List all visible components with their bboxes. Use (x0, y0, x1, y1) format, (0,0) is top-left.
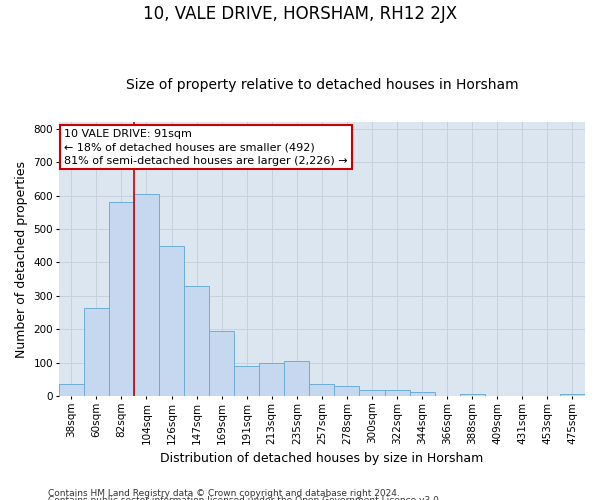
Text: Contains public sector information licensed under the Open Government Licence v3: Contains public sector information licen… (48, 496, 442, 500)
Bar (209, 331, 234, 396)
Bar (234, 366, 259, 396)
Bar (385, 390, 410, 396)
Bar (134, 194, 159, 396)
Bar (159, 246, 184, 396)
Y-axis label: Number of detached properties: Number of detached properties (15, 160, 28, 358)
Bar (184, 286, 209, 396)
Text: 10, VALE DRIVE, HORSHAM, RH12 2JX: 10, VALE DRIVE, HORSHAM, RH12 2JX (143, 5, 457, 23)
X-axis label: Distribution of detached houses by size in Horsham: Distribution of detached houses by size … (160, 452, 484, 465)
Bar (560, 394, 585, 396)
Bar (359, 390, 385, 396)
Bar (310, 384, 334, 396)
Bar (84, 308, 109, 396)
Text: 10 VALE DRIVE: 91sqm
← 18% of detached houses are smaller (492)
81% of semi-deta: 10 VALE DRIVE: 91sqm ← 18% of detached h… (64, 129, 347, 166)
Bar (460, 394, 485, 396)
Bar (284, 361, 310, 396)
Text: Contains HM Land Registry data © Crown copyright and database right 2024.: Contains HM Land Registry data © Crown c… (48, 488, 400, 498)
Bar (109, 202, 134, 396)
Bar (259, 362, 284, 396)
Bar (410, 392, 434, 396)
Title: Size of property relative to detached houses in Horsham: Size of property relative to detached ho… (125, 78, 518, 92)
Bar (59, 384, 84, 396)
Bar (334, 386, 359, 396)
